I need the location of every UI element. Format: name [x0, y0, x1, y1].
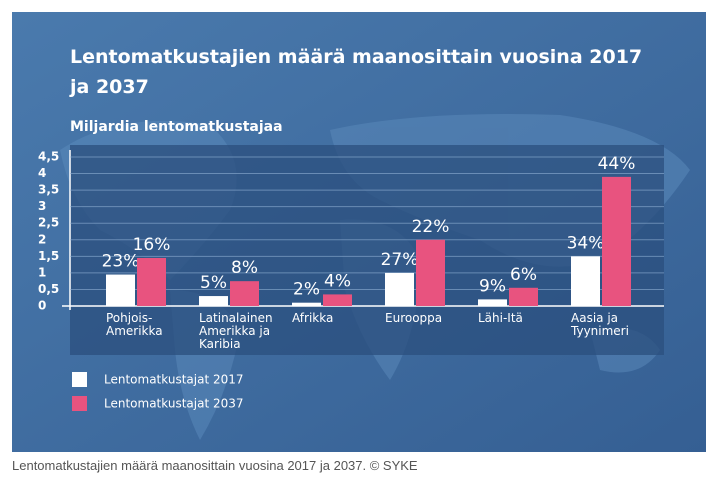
legend-swatch — [72, 396, 87, 411]
bar-label: 4% — [324, 271, 351, 291]
x-tick-label: Aasia ja Tyynimeri — [571, 311, 629, 338]
bar — [292, 302, 321, 306]
y-tick-label: 4 — [38, 166, 46, 180]
y-tick-label: 2,5 — [38, 216, 59, 230]
bar — [323, 294, 352, 306]
bar-label: 6% — [510, 265, 537, 285]
bar — [137, 257, 166, 306]
y-tick-label: 0 — [38, 299, 46, 313]
x-tick-label: Eurooppa — [385, 311, 443, 325]
bar-label: 9% — [479, 276, 506, 296]
y-tick-label: 2 — [38, 232, 46, 246]
x-tick-label: Pohjois- Amerikka — [106, 311, 163, 338]
caption: Lentomatkustajien määrä maanosittain vuo… — [12, 458, 418, 473]
bar-label: 5% — [200, 273, 227, 293]
bar-label: 23% — [102, 252, 140, 272]
legend-label: Lentomatkustajat 2017 — [104, 373, 244, 387]
x-tick-label: Latinalainen Amerikka ja Karibia — [199, 311, 273, 351]
plot-panel — [70, 145, 664, 355]
y-tick-label: 0,5 — [38, 282, 59, 296]
bar-label: 44% — [598, 154, 636, 174]
legend-swatch — [72, 372, 87, 387]
bar-label: 8% — [231, 258, 258, 278]
y-axis-label: Miljardia lentomatkustajaa — [70, 119, 283, 135]
bar-label: 34% — [567, 233, 605, 253]
y-tick-label: 3 — [38, 199, 46, 213]
bar — [478, 299, 507, 306]
bar — [106, 274, 135, 306]
bar — [230, 281, 259, 306]
bar — [385, 272, 414, 306]
bar — [602, 176, 631, 306]
y-tick-label: 1,5 — [38, 249, 59, 263]
bar — [509, 287, 538, 306]
y-tick-label: 1 — [38, 265, 46, 279]
bar — [199, 296, 228, 306]
y-tick-label: 3,5 — [38, 183, 59, 197]
y-tick-label: 4,5 — [38, 150, 59, 164]
chart-title: Lentomatkustajien määrä maanosittain vuo… — [69, 46, 642, 98]
x-tick-label: Lähi-Itä — [478, 311, 523, 325]
bar-label: 2% — [293, 280, 320, 300]
bar-label: 27% — [381, 250, 419, 270]
bar — [571, 256, 600, 306]
bar — [416, 239, 445, 306]
bar-label: 16% — [133, 235, 171, 255]
x-tick-label: Afrikka — [292, 311, 334, 325]
legend-label: Lentomatkustajat 2037 — [104, 397, 244, 411]
bar-label: 22% — [412, 217, 450, 237]
